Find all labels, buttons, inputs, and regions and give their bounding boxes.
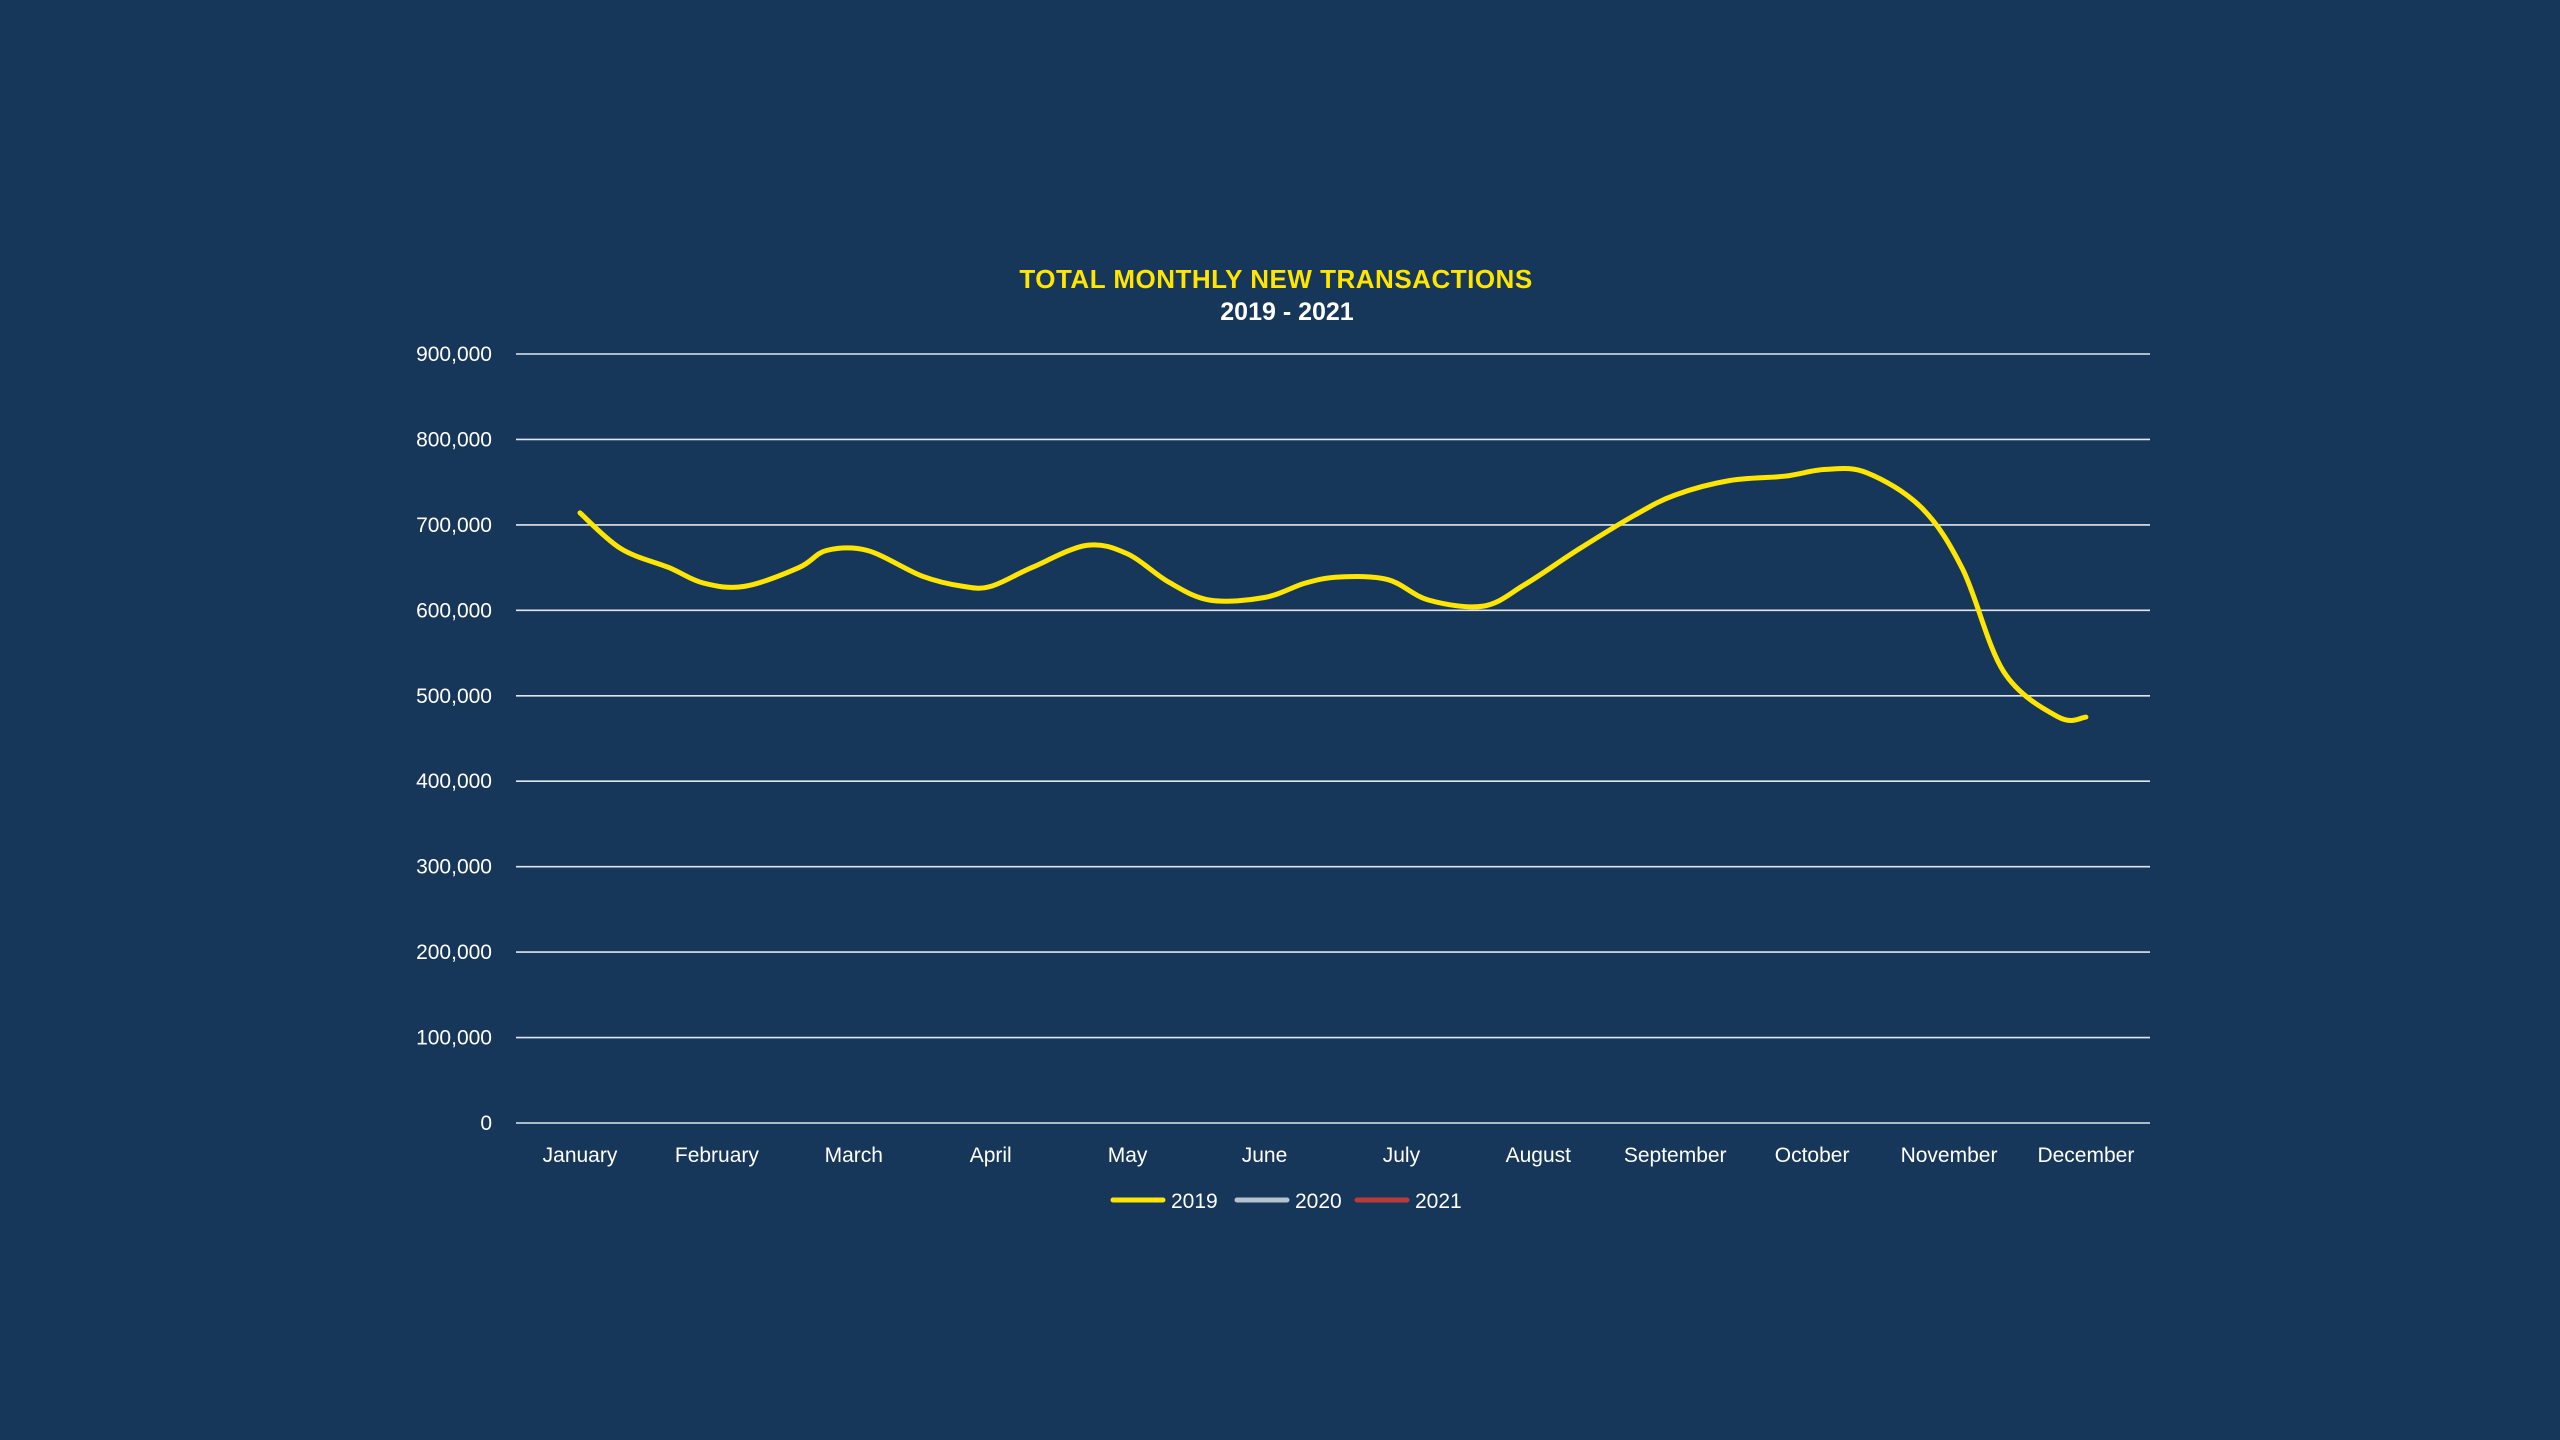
y-tick-label: 600,000 <box>416 599 492 622</box>
x-tick-label: February <box>675 1144 760 1167</box>
series-lines <box>577 465 2089 723</box>
x-tick-label: August <box>1506 1144 1572 1167</box>
x-tick-label: December <box>2037 1144 2134 1167</box>
x-tick-label: June <box>1242 1144 1288 1167</box>
legend-label: 2019 <box>1171 1190 1218 1213</box>
y-tick-label: 900,000 <box>416 343 492 366</box>
y-tick-label: 400,000 <box>416 770 492 793</box>
x-tick-label: October <box>1775 1144 1850 1167</box>
x-tick-label: January <box>543 1144 618 1167</box>
y-axis: 0 100,000 200,000 300,000 400,000 500,000 600,… <box>416 343 492 1135</box>
y-tick-label: 300,000 <box>416 856 492 879</box>
legend-item-2019[interactable]: 2019 <box>1110 1190 1218 1213</box>
gridlines <box>516 353 2150 1124</box>
y-tick-label: 200,000 <box>416 941 492 964</box>
x-axis: January February March April May June July Augu… <box>543 1144 2135 1167</box>
legend-label: 2020 <box>1295 1190 1342 1213</box>
x-tick-label: November <box>1901 1144 1998 1167</box>
y-tick-label: 700,000 <box>416 514 492 537</box>
legend-item-2020[interactable]: 2020 <box>1234 1190 1342 1213</box>
chart-title: TOTAL MONTHLY NEW TRANSACTIONS <box>1019 264 1532 294</box>
legend-item-2021[interactable]: 2021 <box>1354 1190 1462 1213</box>
x-tick-label: April <box>970 1144 1012 1167</box>
x-tick-label: July <box>1383 1144 1421 1167</box>
y-tick-label: 800,000 <box>416 428 492 451</box>
y-tick-label: 0 <box>480 1112 492 1135</box>
x-tick-label: March <box>825 1144 883 1167</box>
legend-label: 2021 <box>1415 1190 1462 1213</box>
y-tick-label: 500,000 <box>416 685 492 708</box>
legend[interactable]: 2019 2020 2021 <box>1110 1190 1462 1213</box>
chart-subtitle: 2019 - 2021 <box>1220 298 1354 326</box>
x-tick-label: May <box>1108 1144 1148 1167</box>
series-line-2019 <box>577 465 2089 723</box>
y-tick-label: 100,000 <box>416 1027 492 1050</box>
x-tick-label: September <box>1624 1144 1727 1167</box>
